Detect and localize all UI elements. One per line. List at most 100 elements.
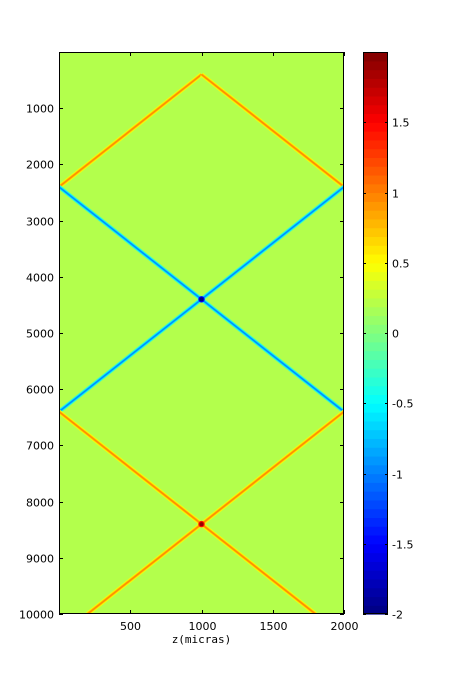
colorbar-band	[363, 491, 388, 501]
colorbar-band	[363, 587, 388, 598]
wave-front-1	[200, 72, 344, 189]
colorbar-band	[363, 201, 388, 211]
x-tick-label: 1500	[260, 620, 288, 633]
colorbar-band	[363, 69, 388, 79]
y-tick-label: 2000	[26, 159, 54, 172]
x-axis-label: z(micras)	[172, 633, 232, 646]
colorbar-band	[363, 166, 388, 176]
wave-front-4	[59, 409, 317, 614]
colorbar-tick-label: -1.5	[392, 539, 413, 552]
colorbar-band	[363, 148, 388, 158]
colorbar-tick-label: 1	[392, 188, 399, 201]
colorbar-band	[363, 131, 388, 141]
wave-front-0	[59, 72, 203, 189]
y-tick-label: 8000	[26, 497, 54, 510]
colorbar-band	[363, 157, 388, 167]
colorbar-band	[363, 403, 388, 413]
colorbar-band	[363, 526, 388, 536]
colorbar-band	[363, 464, 388, 475]
colorbar-band	[363, 60, 388, 71]
colorbar-band	[363, 447, 388, 457]
colorbar-band	[363, 95, 388, 106]
colorbar-band	[363, 306, 388, 317]
colorbar-band	[363, 455, 388, 466]
y-tick-label: 6000	[26, 384, 54, 397]
colorbar-band	[363, 359, 388, 369]
colorbar-band	[363, 227, 388, 238]
colorbar-band	[363, 324, 388, 334]
colorbar-band	[363, 412, 388, 422]
colorbar-ticks: -2 -1.5 -1 -0.5 0 0.5 1 1.5	[363, 117, 413, 622]
crossing-point-0	[199, 297, 204, 302]
colorbar-tick-label: -2	[392, 609, 403, 622]
colorbar	[363, 52, 388, 615]
colorbar-band	[363, 596, 388, 606]
colorbar-band	[363, 289, 388, 299]
colorbar-band	[363, 578, 388, 589]
wave-front-5	[86, 409, 344, 614]
colorbar-band	[363, 236, 388, 246]
colorbar-band	[363, 517, 388, 527]
colorbar-band	[363, 297, 388, 308]
colorbar-band	[363, 570, 388, 580]
colorbar-band	[363, 192, 388, 202]
colorbar-band	[363, 605, 388, 615]
y-axis-ticks: 1000 2000 3000 4000 5000 6000 7000 8000 9000 1000…	[19, 103, 344, 622]
colorbar-tick-label: 0.5	[392, 258, 410, 271]
y-tick-label: 10000	[19, 609, 54, 622]
colorbar-band	[363, 420, 388, 431]
colorbar-band	[363, 429, 388, 439]
x-axis-ticks: 500 1000 1500 2000	[120, 52, 359, 633]
colorbar-tick-label: 0	[392, 328, 399, 341]
colorbar-band	[363, 315, 388, 325]
colorbar-band	[363, 122, 388, 132]
colorbar-band	[363, 253, 388, 264]
colorbar-tick-label: -0.5	[392, 398, 413, 411]
colorbar-band	[363, 482, 388, 492]
colorbar-band	[363, 218, 388, 229]
y-tick-label: 7000	[26, 440, 54, 453]
colorbar-band	[363, 333, 388, 343]
colorbar-band	[363, 262, 388, 273]
y-tick-label: 5000	[26, 328, 54, 341]
colorbar-band	[363, 438, 388, 448]
colorbar-band	[363, 534, 388, 545]
colorbar-band	[363, 385, 388, 396]
colorbar-band	[363, 368, 388, 378]
colorbar-band	[363, 52, 388, 62]
colorbar-band	[363, 394, 388, 404]
crossing-point-1	[199, 522, 204, 527]
colorbar-band	[363, 113, 388, 123]
colorbar-band	[363, 552, 388, 562]
colorbar-band	[363, 543, 388, 554]
colorbar-band	[363, 87, 388, 97]
y-tick-label: 3000	[26, 216, 54, 229]
colorbar-band	[363, 508, 388, 519]
x-tick-label: 500	[120, 620, 141, 633]
colorbar-band	[363, 104, 388, 115]
colorbar-band	[363, 183, 388, 194]
colorbar-band	[363, 271, 388, 281]
y-tick-label: 4000	[26, 272, 54, 285]
heatmap-background	[59, 52, 344, 614]
colorbar-band	[363, 499, 388, 510]
colorbar-band	[363, 245, 388, 255]
colorbar-band	[363, 376, 388, 387]
colorbar-band	[363, 78, 388, 88]
x-tick-label: 2000	[331, 620, 359, 633]
colorbar-band	[363, 341, 388, 352]
colorbar-band	[363, 174, 388, 185]
x-tick-label: 1000	[189, 620, 217, 633]
colorbar-band	[363, 280, 388, 290]
plot-frame	[59, 52, 344, 614]
colorbar-band	[363, 350, 388, 360]
y-tick-label: 9000	[26, 553, 54, 566]
heatmap	[59, 52, 344, 614]
colorbar-band	[363, 210, 388, 220]
colorbar-tick-label: -1	[392, 469, 403, 482]
colorbar-band	[363, 139, 388, 150]
y-tick-label: 1000	[26, 103, 54, 116]
colorbar-band	[363, 561, 388, 571]
colorbar-band	[363, 473, 388, 483]
